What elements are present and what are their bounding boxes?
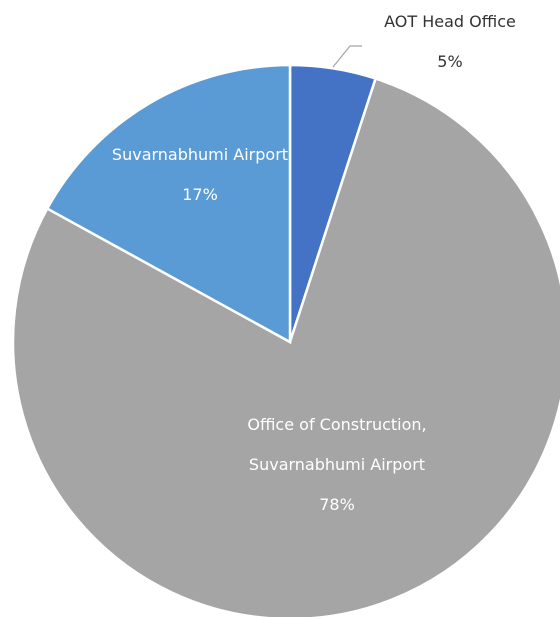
category-label: Office of Construction, Suvarnabhumi Air… [247,415,427,474]
slice-label: Office of Construction, Suvarnabhumi Air… [187,405,487,525]
category-label: AOT Head Office [384,12,516,31]
slice-label: Suvarnabhumi Airport 17% [100,135,300,215]
category-label: Suvarnabhumi Airport [111,145,289,164]
value-label: 17% [182,185,218,204]
leader-line [332,45,362,68]
pie-slice [45,63,292,345]
value-label: 5% [437,52,463,71]
slice-label: AOT Head Office 5% [340,2,560,82]
value-label: 78% [319,495,355,514]
pie-slice [11,76,560,617]
